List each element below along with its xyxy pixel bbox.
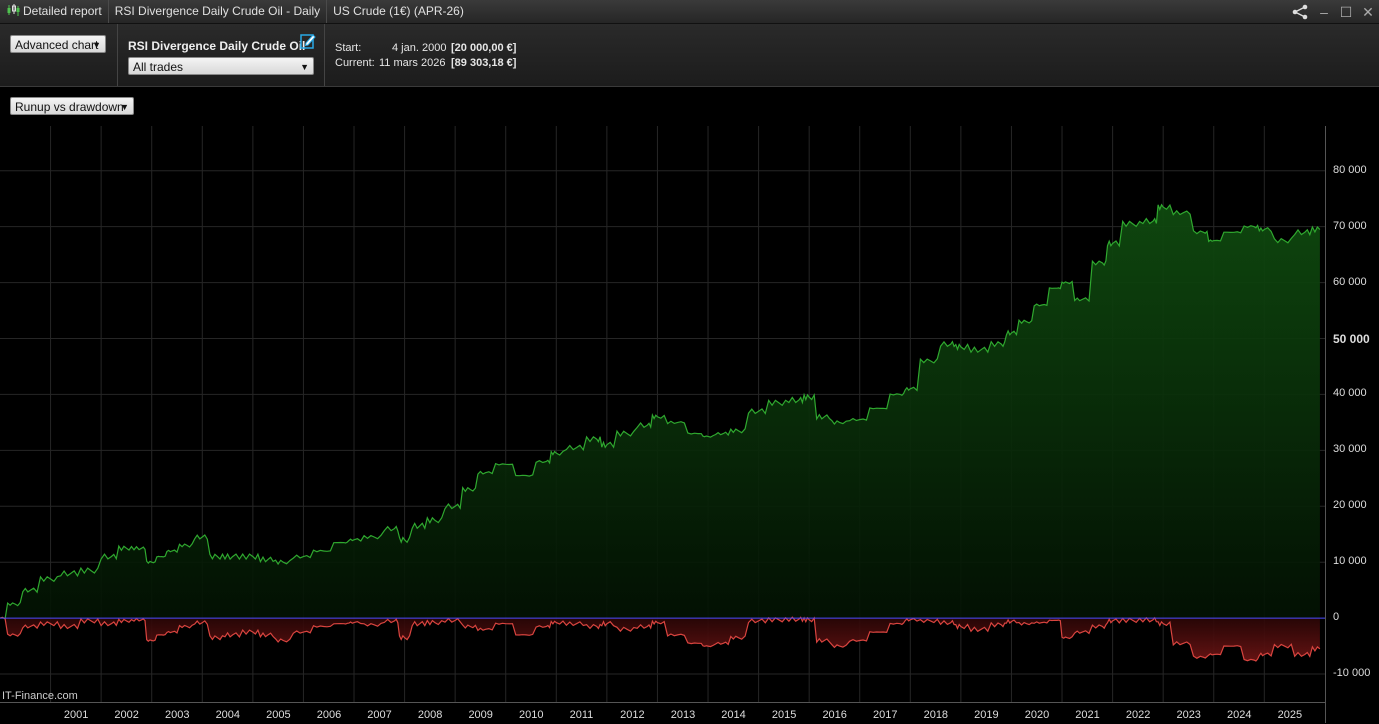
brand-watermark: IT-Finance.com [2,690,78,702]
current-label: Current: [335,57,375,69]
x-tick-label: 2020 [1024,709,1050,721]
x-tick-label: 2017 [873,709,898,721]
x-tick-label: 2007 [367,709,392,721]
start-value: [20 000,00 €] [451,42,517,54]
y-tick-label: 10 000 [1333,555,1367,568]
x-tick-label: 2006 [316,709,342,721]
x-tick-label: 2005 [266,709,291,721]
y-tick-label: 40 000 [1333,387,1367,400]
chart-mode-select[interactable]: Advanced chart ▼ [10,35,106,53]
y-tick-label: 70 000 [1333,219,1367,232]
x-axis [0,702,1325,724]
chevron-down-icon: ▼ [120,102,129,112]
view-select-value: Runup vs drawdown [15,100,124,114]
strategy-name: RSI Divergence Daily Crude Oil [128,39,306,53]
y-tick-label: 60 000 [1333,275,1367,288]
edit-icon[interactable] [300,33,316,49]
x-tick-label: 2002 [114,709,139,721]
runup-drawdown-chart[interactable] [0,126,1325,702]
report-toolbar [0,24,1379,87]
start-date: 4 jan. 2000 [392,42,447,54]
current-value: [89 303,18 €] [451,57,517,69]
trades-filter-select[interactable]: All trades ▼ [128,57,314,75]
x-tick-label: 2018 [923,709,949,721]
x-tick-label: 2023 [1176,709,1201,721]
y-tick-label: 50 000 [1333,331,1370,346]
current-date: 11 mars 2026 [379,57,446,69]
x-tick-label: 2003 [165,709,190,721]
x-tick-label: 2021 [1075,709,1100,721]
x-tick-label: 2012 [620,709,645,721]
x-tick-label: 2010 [519,709,544,721]
x-tick-label: 2015 [771,709,797,721]
chevron-down-icon: ▼ [300,62,309,72]
chart-panel[interactable] [0,126,1325,702]
maximize-icon[interactable]: ☐ [1339,3,1353,20]
chart-mode-value: Advanced chart [15,38,99,52]
x-tick-label: 2022 [1125,709,1151,721]
share-icon[interactable] [1291,4,1309,20]
y-tick-label: -10 000 [1333,667,1371,680]
x-tick-label: 2014 [721,709,746,721]
tab-detailed-report[interactable]: Detailed report [0,0,109,23]
tab-detailed-report-label: Detailed report [23,4,102,18]
x-tick-label: 2013 [670,709,696,721]
x-tick-label: 2008 [417,709,443,721]
start-label: Start: [335,42,362,54]
tab-strategy[interactable]: RSI Divergence Daily Crude Oil - Daily [109,0,328,23]
chevron-down-icon: ▼ [92,40,101,50]
x-tick-label: 2001 [63,709,89,721]
title-bar: Detailed report RSI Divergence Daily Cru… [0,0,1379,24]
x-tick-label: 2025 [1277,709,1303,721]
x-tick-label: 2016 [822,709,847,721]
minimize-icon[interactable]: – [1320,3,1328,20]
close-icon[interactable]: ✕ [1362,3,1374,20]
runup-line [0,203,1321,621]
x-tick-label: 2009 [468,709,493,721]
x-tick-label: 2011 [569,709,594,721]
drawdown-area [0,617,1320,661]
view-select[interactable]: Runup vs drawdown ▼ [10,97,134,115]
x-tick-label: 2004 [215,709,241,721]
toolbar-divider [117,24,118,86]
runup-area [0,204,1320,620]
x-tick-label: 2019 [974,709,999,721]
toolbar-divider [324,24,325,86]
trades-filter-value: All trades [133,60,184,74]
app-candlestick-icon [7,4,20,16]
x-tick-label: 2024 [1227,709,1252,721]
drawdown-line [0,616,1321,662]
tab-instrument[interactable]: US Crude (1€) (APR-26) [333,4,464,18]
y-tick-label: 80 000 [1333,163,1367,176]
y-tick-label: 0 [1333,611,1340,624]
y-tick-label: 30 000 [1333,443,1367,456]
y-tick-label: 20 000 [1333,499,1367,512]
window-controls: – ☐ ✕ [1291,0,1375,23]
y-axis [1325,126,1379,723]
